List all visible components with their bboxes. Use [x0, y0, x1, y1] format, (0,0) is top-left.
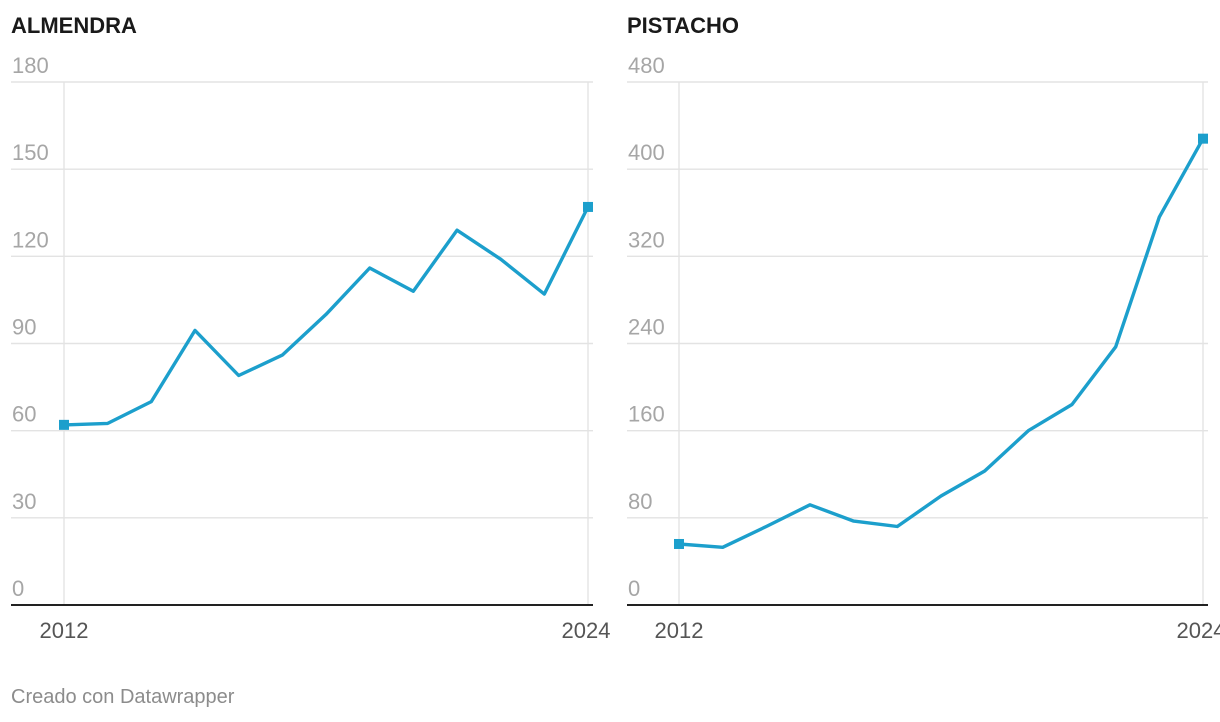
y-tick-label-almendra-180: 180 [12, 53, 49, 78]
endpoint-marker-almendra-2024 [583, 201, 593, 212]
x-tick-label-pistacho-2012: 2012 [655, 618, 704, 643]
y-tick-label-pistacho-160: 160 [628, 402, 665, 427]
y-tick-label-pistacho-240: 240 [628, 315, 665, 340]
y-tick-label-pistacho-80: 80 [628, 489, 652, 514]
endpoint-marker-pistacho-2024 [1198, 133, 1208, 144]
y-tick-label-almendra-120: 120 [12, 227, 49, 252]
y-tick-label-almendra-0: 0 [12, 576, 24, 601]
chart-title-almendra: ALMENDRA [11, 13, 137, 38]
x-tick-label-almendra-2024: 2024 [562, 618, 611, 643]
y-tick-label-pistacho-480: 480 [628, 53, 665, 78]
y-tick-label-almendra-90: 90 [12, 315, 36, 340]
datawrapper-credit: Creado con Datawrapper [11, 686, 235, 708]
y-tick-label-almendra-60: 60 [12, 402, 36, 427]
y-tick-label-pistacho-400: 400 [628, 140, 665, 165]
endpoint-marker-pistacho-2012 [674, 538, 684, 549]
series-line-almendra [62, 205, 590, 427]
y-tick-label-pistacho-0: 0 [628, 576, 640, 601]
series-line-pistacho [677, 136, 1205, 549]
x-tick-label-almendra-2012: 2012 [40, 618, 89, 643]
y-tick-label-almendra-30: 30 [12, 489, 36, 514]
y-tick-label-pistacho-320: 320 [628, 227, 665, 252]
endpoint-marker-almendra-2012 [59, 419, 69, 430]
chart-title-pistacho: PISTACHO [627, 13, 739, 38]
y-tick-label-almendra-150: 150 [12, 140, 49, 165]
x-tick-label-pistacho-2024: 2024 [1177, 618, 1220, 643]
